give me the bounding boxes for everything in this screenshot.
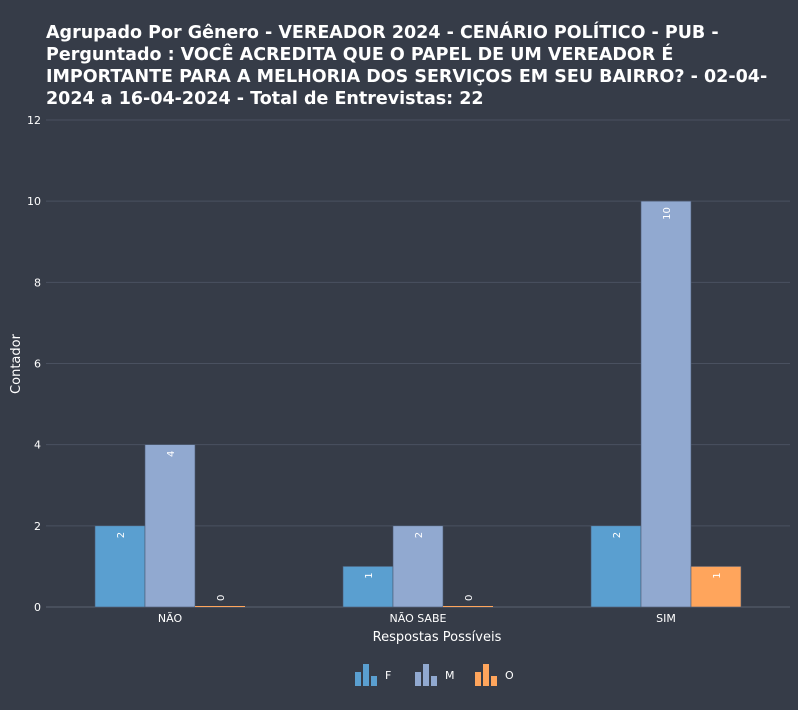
bar-f-2[interactable] bbox=[590, 525, 642, 608]
x-tick-label: SIM bbox=[656, 612, 676, 625]
bar-o-0[interactable] bbox=[195, 606, 245, 607]
bar-value-label: 0 bbox=[216, 595, 227, 601]
bar-value-label: 1 bbox=[364, 572, 375, 578]
chart-title: Agrupado Por Gênero - VEREADOR 2024 - CE… bbox=[46, 23, 768, 109]
legend-swatch-icon bbox=[423, 664, 429, 686]
legend-label: O bbox=[505, 669, 514, 682]
y-tick-label: 8 bbox=[34, 276, 41, 289]
y-tick-label: 6 bbox=[34, 358, 41, 371]
bar-m-0[interactable] bbox=[144, 444, 196, 608]
legend-swatch-icon bbox=[491, 676, 497, 686]
y-tick-label: 2 bbox=[34, 520, 41, 533]
x-tick-label: NÃO bbox=[158, 612, 183, 625]
legend-swatch-icon bbox=[475, 672, 481, 686]
legend-swatch-icon bbox=[483, 664, 489, 686]
y-tick-label: 10 bbox=[27, 195, 41, 208]
bar-value-label: 4 bbox=[166, 451, 177, 457]
legend-swatch-icon bbox=[371, 676, 377, 686]
x-tick-label: NÃO SABE bbox=[390, 612, 447, 625]
bar-value-label: 2 bbox=[116, 532, 127, 538]
legend-swatch-icon bbox=[415, 672, 421, 686]
x-axis-ticks: NÃO NÃO SABE SIM bbox=[158, 612, 676, 625]
legend-swatch-icon bbox=[355, 672, 361, 686]
legend-swatch-icon bbox=[363, 664, 369, 686]
y-axis-ticks: 0 2 4 6 8 10 12 bbox=[27, 114, 41, 614]
x-axis-label: Respostas Possíveis bbox=[373, 630, 502, 645]
legend-item-f[interactable]: F bbox=[355, 664, 391, 686]
bar-o-2[interactable] bbox=[690, 566, 742, 608]
legend-swatch-icon bbox=[431, 676, 437, 686]
legend-label: M bbox=[445, 669, 455, 682]
y-tick-label: 4 bbox=[34, 439, 41, 452]
y-axis-label: Contador bbox=[9, 333, 24, 394]
legend-item-m[interactable]: M bbox=[415, 664, 455, 686]
bars bbox=[94, 200, 742, 608]
bar-o-1[interactable] bbox=[443, 606, 493, 607]
bar-f-0[interactable] bbox=[94, 525, 146, 608]
bar-m-2[interactable] bbox=[640, 200, 692, 608]
bar-value-label: 2 bbox=[612, 532, 623, 538]
bar-value-label: 1 bbox=[712, 572, 723, 578]
bar-value-label: 10 bbox=[662, 207, 673, 220]
bar-f-1[interactable] bbox=[342, 566, 394, 608]
bar-value-label: 0 bbox=[464, 595, 475, 601]
bar-labels: 2 4 0 1 2 0 2 10 1 bbox=[116, 207, 723, 601]
legend-label: F bbox=[385, 669, 391, 682]
bar-m-1[interactable] bbox=[392, 525, 444, 608]
y-tick-label: 0 bbox=[34, 601, 41, 614]
legend-item-o[interactable]: O bbox=[475, 664, 514, 686]
bar-value-label: 2 bbox=[414, 532, 425, 538]
y-tick-label: 12 bbox=[27, 114, 41, 127]
